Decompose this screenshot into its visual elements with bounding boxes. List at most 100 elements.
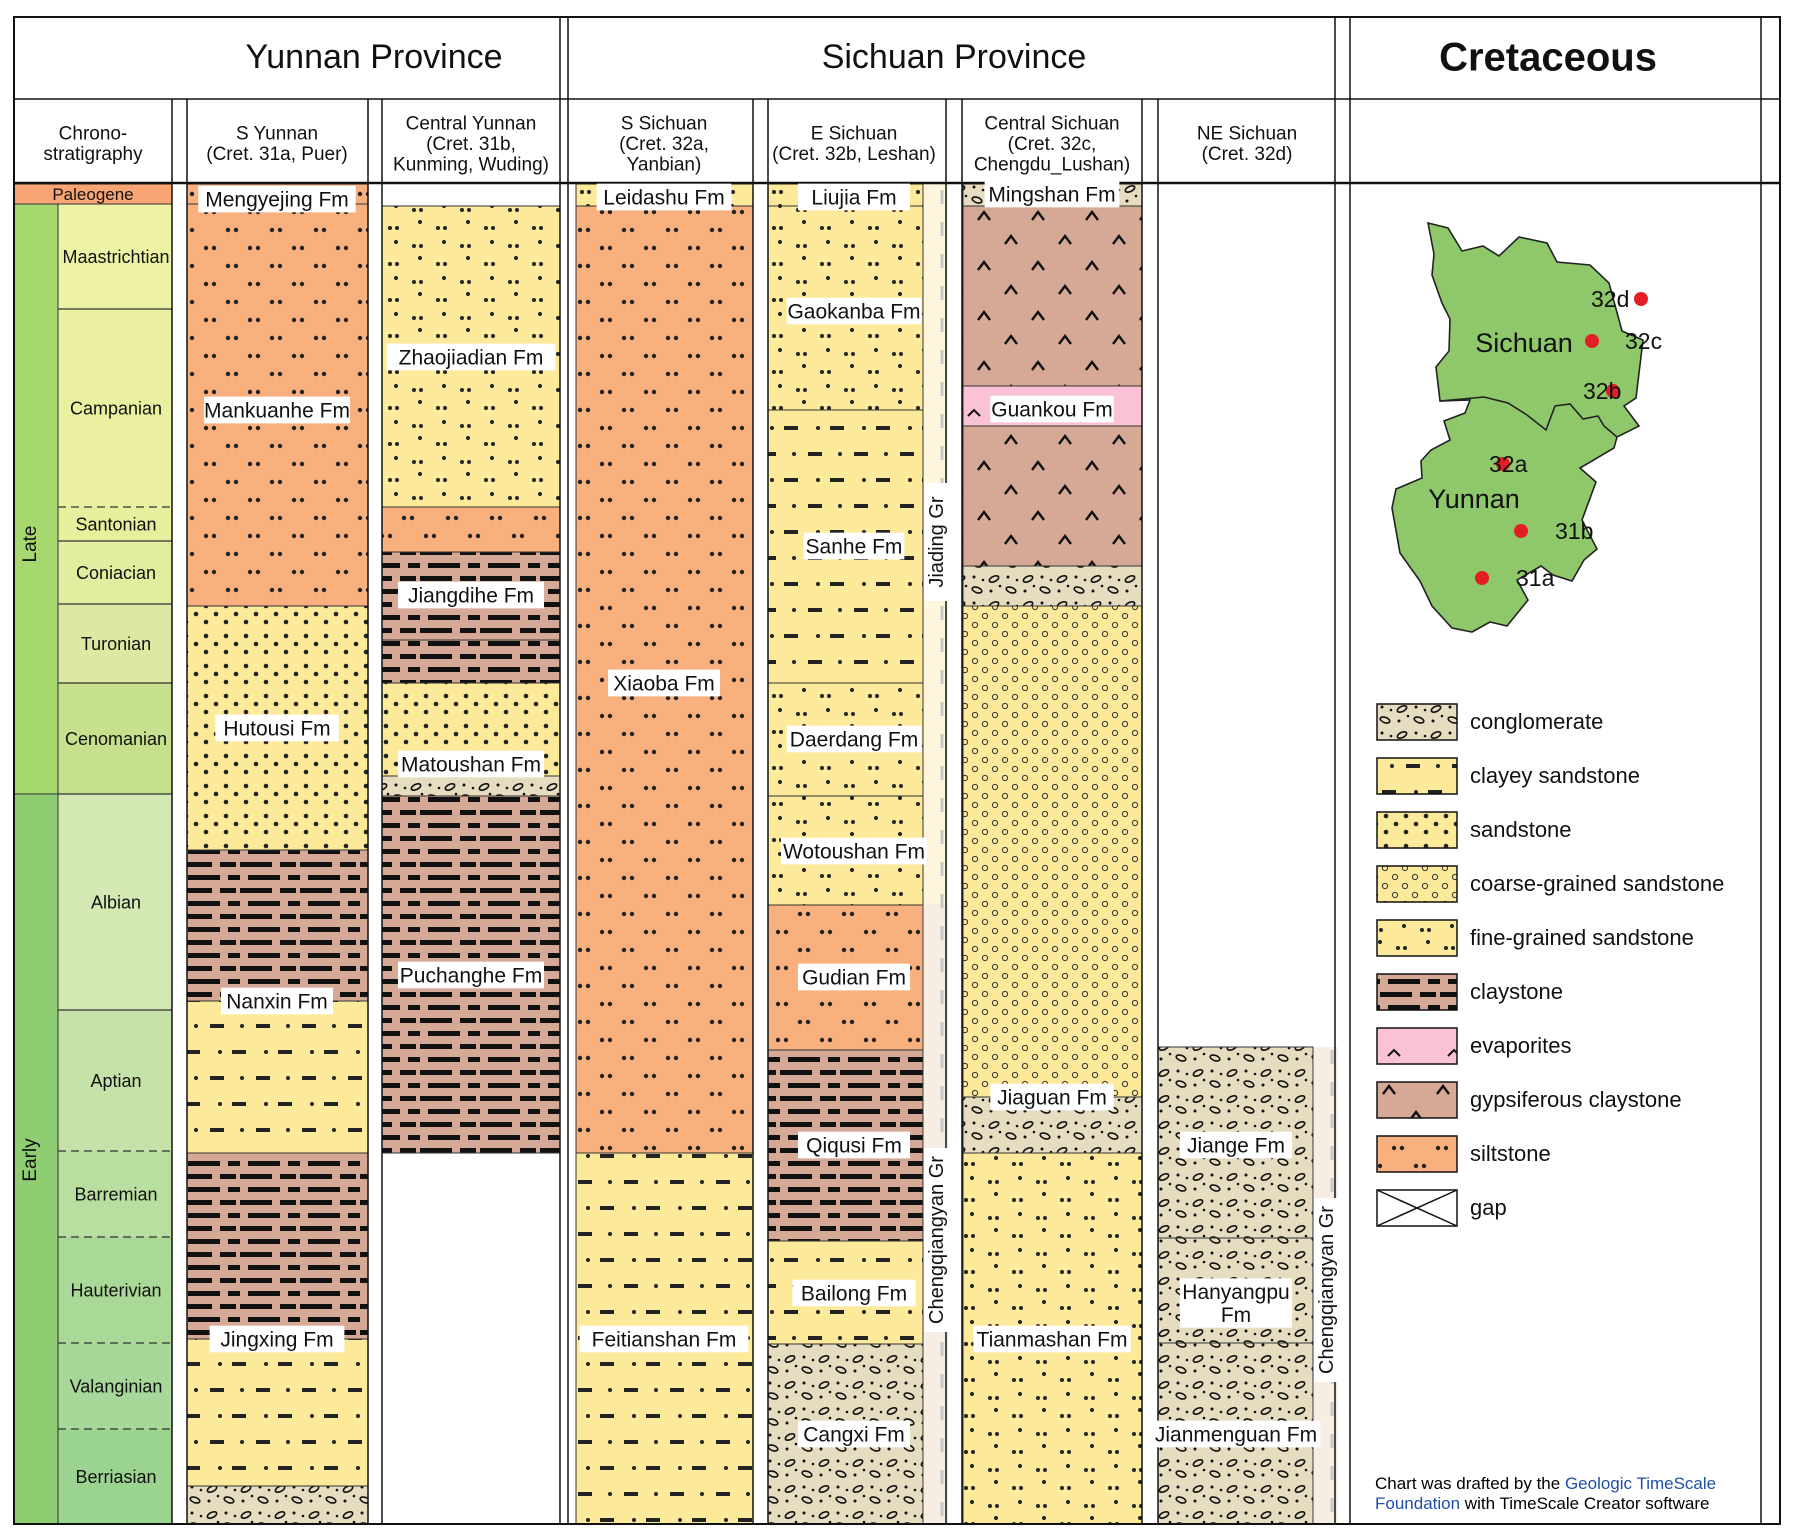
svg-text:Jiading Gr: Jiading Gr bbox=[926, 496, 948, 587]
stage-label-cenomanian: Cenomanian bbox=[65, 729, 167, 749]
cy-silt bbox=[381, 506, 561, 553]
map-site-31b bbox=[1514, 524, 1528, 538]
cy-cong bbox=[381, 775, 561, 797]
svg-text:Paleogene: Paleogene bbox=[52, 185, 133, 204]
formation-cy-1: Jiangdihe Fm bbox=[397, 581, 545, 609]
stage-cell-11 bbox=[58, 1429, 172, 1524]
credit-prefix: Chart was drafted by the bbox=[1375, 1474, 1565, 1493]
svg-text:Qiqusi Fm: Qiqusi Fm bbox=[806, 1135, 902, 1158]
formation-es-0: Liujia Fm bbox=[797, 183, 911, 211]
svg-text:sandstone: sandstone bbox=[1470, 817, 1572, 842]
stage-label-campanian: Campanian bbox=[70, 398, 162, 418]
cs-gyps2 bbox=[962, 425, 1143, 567]
legend-item-gap: gap bbox=[1376, 1189, 1507, 1227]
lithology-blocks bbox=[13, 183, 1338, 1525]
svg-text:Daerdang Fm: Daerdang Fm bbox=[790, 729, 918, 752]
sichuan-province-title: Sichuan Province bbox=[822, 38, 1087, 76]
epoch-label-1: Early bbox=[20, 1138, 41, 1182]
formation-es-5: Gudian Fm bbox=[797, 963, 911, 991]
svg-text:Campanian: Campanian bbox=[70, 398, 162, 418]
lithology-legend: conglomerate clayey sandstone sandstone coa… bbox=[1376, 703, 1724, 1227]
svg-text:Cangxi Fm: Cangxi Fm bbox=[803, 1424, 905, 1447]
svg-text:fine-grained sandstone: fine-grained sandstone bbox=[1470, 925, 1694, 950]
cy-clay2 bbox=[381, 639, 561, 684]
svg-text:Mingshan Fm: Mingshan Fm bbox=[988, 184, 1115, 207]
epoch-label-0: Late bbox=[20, 526, 41, 563]
map-site-31a bbox=[1475, 571, 1489, 585]
svg-text:Guankou Fm: Guankou Fm bbox=[991, 399, 1112, 422]
svg-text:Liujia Fm: Liujia Fm bbox=[811, 187, 896, 210]
formation-cs-3: Tianmashan Fm bbox=[973, 1325, 1131, 1353]
group-label-0: Jiading Gr bbox=[924, 483, 948, 601]
svg-text:Xiaoba Fm: Xiaoba Fm bbox=[613, 673, 715, 696]
column-header-cs: Central Sichuan (Cret. 32c, Chengdu_Lushan… bbox=[974, 113, 1130, 175]
province-border bbox=[1439, 396, 1618, 438]
formation-es-3: Daerdang Fm bbox=[786, 725, 922, 753]
stage-cell-6 bbox=[58, 794, 172, 1010]
stage-label-hauterivian: Hauterivian bbox=[70, 1280, 161, 1300]
svg-text:Mankuanhe Fm: Mankuanhe Fm bbox=[204, 400, 350, 423]
formation-cs-1: Guankou Fm bbox=[990, 395, 1114, 423]
svg-text:claystone: claystone bbox=[1470, 979, 1563, 1004]
svg-text:Cenomanian: Cenomanian bbox=[65, 729, 167, 749]
credit-org-link-2[interactable]: Foundation bbox=[1375, 1494, 1461, 1513]
svg-text:E Sichuan(Cret. 32b, Leshan): E Sichuan (Cret. 32b, Leshan) bbox=[772, 124, 936, 166]
svg-text:Sichuan Province: Sichuan Province bbox=[822, 38, 1087, 76]
formation-sy-4: Jingxing Fm bbox=[209, 1325, 345, 1353]
svg-text:Zhaojiadian Fm: Zhaojiadian Fm bbox=[399, 347, 544, 370]
credit-suffix: with TimeScale Creator software bbox=[1460, 1494, 1710, 1513]
cs-cong2 bbox=[962, 565, 1143, 607]
svg-text:Cretaceous: Cretaceous bbox=[1439, 35, 1657, 79]
svg-text:Feitianshan Fm: Feitianshan Fm bbox=[592, 1329, 737, 1352]
svg-text:Chengqiangyan Gr: Chengqiangyan Gr bbox=[926, 1156, 948, 1324]
column-header-chrono: Chrono-stratigraphy bbox=[43, 124, 143, 166]
formation-cy-3: Puchanghe Fm bbox=[397, 961, 545, 989]
formation-ss-0: Leidashu Fm bbox=[596, 183, 732, 211]
svg-text:Barremian: Barremian bbox=[74, 1184, 157, 1204]
svg-text:Gaokanba Fm: Gaokanba Fm bbox=[787, 301, 920, 324]
formation-cy-0: Zhaojiadian Fm bbox=[386, 343, 556, 371]
formation-sy-3: Nanxin Fm bbox=[220, 987, 334, 1015]
legend-item-fine-sandstone: fine-grained sandstone bbox=[1376, 919, 1694, 957]
stage-cell-1 bbox=[58, 309, 172, 507]
sy-jingxing bbox=[186, 1338, 369, 1487]
stage-label-turonian: Turonian bbox=[81, 634, 151, 654]
svg-text:Jianmenguan Fm: Jianmenguan Fm bbox=[1155, 1424, 1317, 1447]
svg-text:Hauterivian: Hauterivian bbox=[70, 1280, 161, 1300]
svg-text:Albian: Albian bbox=[91, 892, 141, 912]
stage-label-coniacian: Coniacian bbox=[76, 563, 156, 583]
column-grid bbox=[13, 16, 1781, 1525]
column-header-ne: NE Sichuan (Cret. 32d) bbox=[1197, 124, 1297, 166]
formation-es-2: Sanhe Fm bbox=[803, 532, 905, 560]
credit-org-link-1[interactable]: Geologic TimeScale bbox=[1564, 1474, 1717, 1493]
yunnan-province-title: Yunnan Province bbox=[245, 38, 502, 76]
map-site-label-32c: 32c bbox=[1625, 328, 1662, 354]
map-site-label-32a: 32a bbox=[1489, 451, 1528, 477]
svg-text:S Yunnan(Cret. 31a, Puer): S Yunnan (Cret. 31a, Puer) bbox=[206, 124, 348, 166]
late-epoch-cell bbox=[13, 203, 59, 795]
map-site-32c bbox=[1585, 334, 1599, 348]
svg-text:Sanhe Fm: Sanhe Fm bbox=[806, 536, 903, 559]
svg-text:Tianmashan Fm: Tianmashan Fm bbox=[977, 1329, 1128, 1352]
svg-text:Nanxin Fm: Nanxin Fm bbox=[226, 991, 328, 1014]
legend-item-clayey-sandstone: clayey sandstone bbox=[1376, 757, 1640, 795]
svg-text:Chengqiangyan Gr: Chengqiangyan Gr bbox=[1316, 1206, 1338, 1374]
formation-ss-2: Feitianshan Fm bbox=[579, 1325, 749, 1353]
column-header-es: E Sichuan (Cret. 32b, Leshan) bbox=[772, 124, 936, 166]
legend-item-conglomerate: conglomerate bbox=[1376, 703, 1603, 741]
svg-text:evaporites: evaporites bbox=[1470, 1033, 1572, 1058]
stage-cell-3 bbox=[58, 541, 172, 604]
svg-text:Mengyejing Fm: Mengyejing Fm bbox=[205, 189, 349, 212]
stage-cell-4 bbox=[58, 604, 172, 683]
svg-text:Central Sichuan(Cret. 32c,Chen: Central Sichuan (Cret. 32c, Chengdu_Lushan… bbox=[974, 113, 1130, 175]
sy-basal-cong bbox=[186, 1485, 369, 1525]
svg-text:gap: gap bbox=[1470, 1195, 1507, 1220]
map-site-32b bbox=[1606, 384, 1620, 398]
svg-text:conglomerate: conglomerate bbox=[1470, 709, 1603, 734]
map-site-32a bbox=[1496, 457, 1510, 471]
formation-ne-1: Hanyangpu Fm bbox=[1179, 1278, 1293, 1328]
stage-cell-10 bbox=[58, 1343, 172, 1429]
map-region-shape bbox=[1391, 221, 1644, 633]
svg-text:Leidashu Fm: Leidashu Fm bbox=[603, 187, 724, 210]
